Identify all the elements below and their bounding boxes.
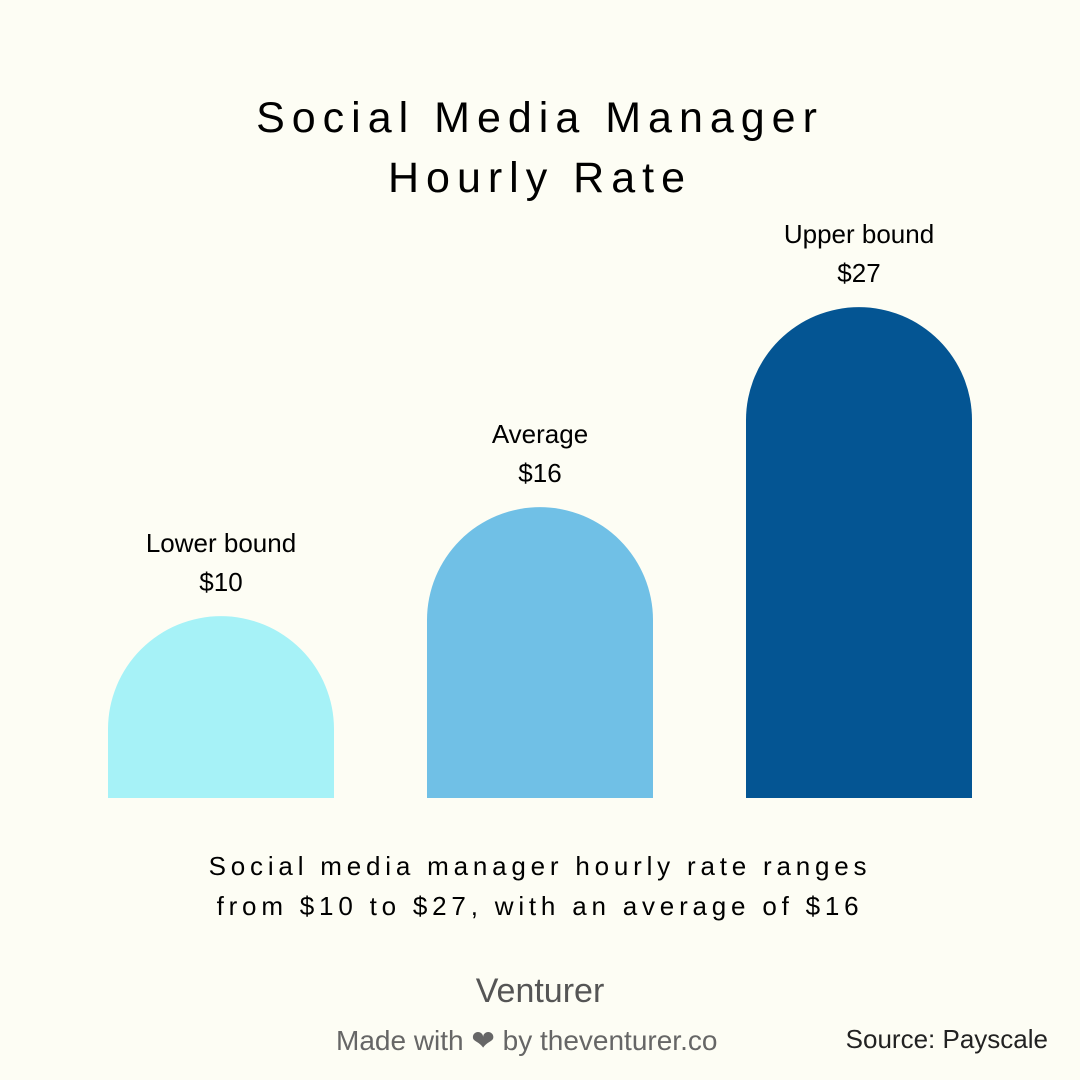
made-with-credit: Made with ❤ by theventurer.co [336,1025,718,1056]
source-credit: Source: Payscale [845,1024,1048,1054]
bar-1 [427,507,653,798]
chart-title-line-2: Hourly Rate [387,154,693,202]
bar-group-1: Average $16 [427,419,653,798]
caption-line-1: Social media manager hourly rate ranges [208,851,872,881]
bar-group-2: Upper bound $27 [746,219,972,798]
chart-title: Social Media Manager Hourly Rate [0,88,1080,208]
value-label-0: $10 [199,567,242,597]
category-label-1: Average [492,419,588,449]
value-label-1: $16 [518,458,561,488]
bar-0 [108,616,334,798]
bar-2 [746,307,972,798]
bar-group-0: Lower bound $10 [108,528,334,798]
value-label-2: $27 [837,258,880,288]
brand-name: Venturer [475,972,605,1010]
category-label-2: Upper bound [784,219,934,249]
chart-title-line-1: Social Media Manager [256,94,824,142]
bar-chart: Lower bound $10 Average $16 Upper bound $27 [108,219,972,798]
chart-caption: Social media manager hourly rate ranges … [0,846,1080,926]
category-label-0: Lower bound [146,528,296,558]
caption-line-2: from $10 to $27, with an average of $16 [216,891,864,921]
